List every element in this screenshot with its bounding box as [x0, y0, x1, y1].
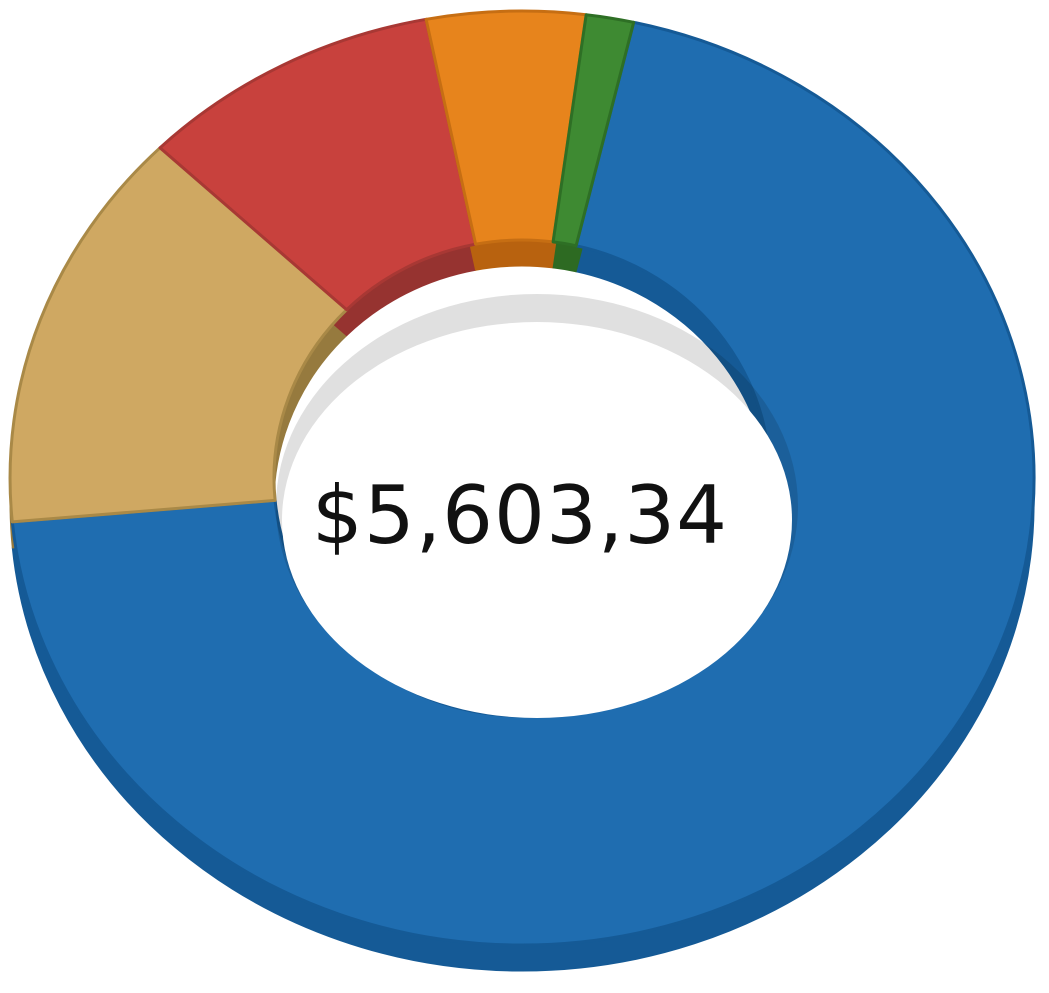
slice-green[interactable]: [551, 13, 636, 248]
slice-red[interactable]: [158, 17, 478, 312]
donut-hole: [282, 322, 792, 718]
donut-hole-layer: [276, 294, 798, 718]
slice-tan[interactable]: [8, 146, 349, 524]
donut-slice-layer: [8, 9, 1036, 947]
center-total-label: $5,603,34: [311, 468, 729, 562]
